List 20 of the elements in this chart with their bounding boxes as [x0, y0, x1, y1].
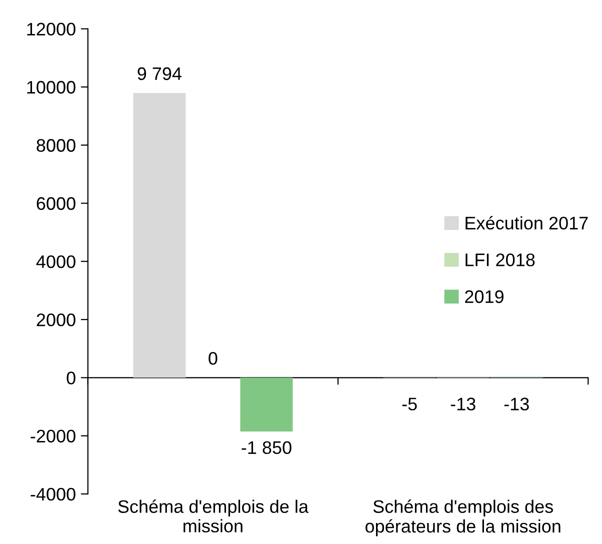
y-tick-label: 8000: [36, 139, 76, 152]
data-label: 0: [208, 352, 218, 365]
data-label: 9 794: [138, 67, 182, 80]
data-label: -13: [450, 398, 476, 410]
y-tick-label: -2000: [30, 430, 76, 443]
y-tick-label: 0: [66, 372, 76, 384]
y-tick-label: 6000: [36, 197, 76, 210]
y-tick-label: 4000: [36, 255, 76, 268]
legend-label: LFI 2018: [466, 254, 535, 266]
y-tick-label: 2000: [36, 313, 76, 326]
data-label: -13: [504, 398, 529, 410]
y-tick-label: 12000: [27, 22, 76, 36]
x-tick-label: Schéma d'emplois des opérateurs de la mission: [366, 500, 560, 536]
y-tick-label: -4000: [30, 488, 76, 501]
legend-label: 2019: [465, 290, 504, 304]
y-tick-label: 10000: [27, 80, 76, 94]
legend-label: Exécution 2017: [466, 216, 588, 230]
data-label: -1 850: [242, 441, 292, 454]
x-tick-label: Schéma d'emplois de la mission: [118, 500, 309, 532]
data-label: -5: [402, 398, 417, 410]
